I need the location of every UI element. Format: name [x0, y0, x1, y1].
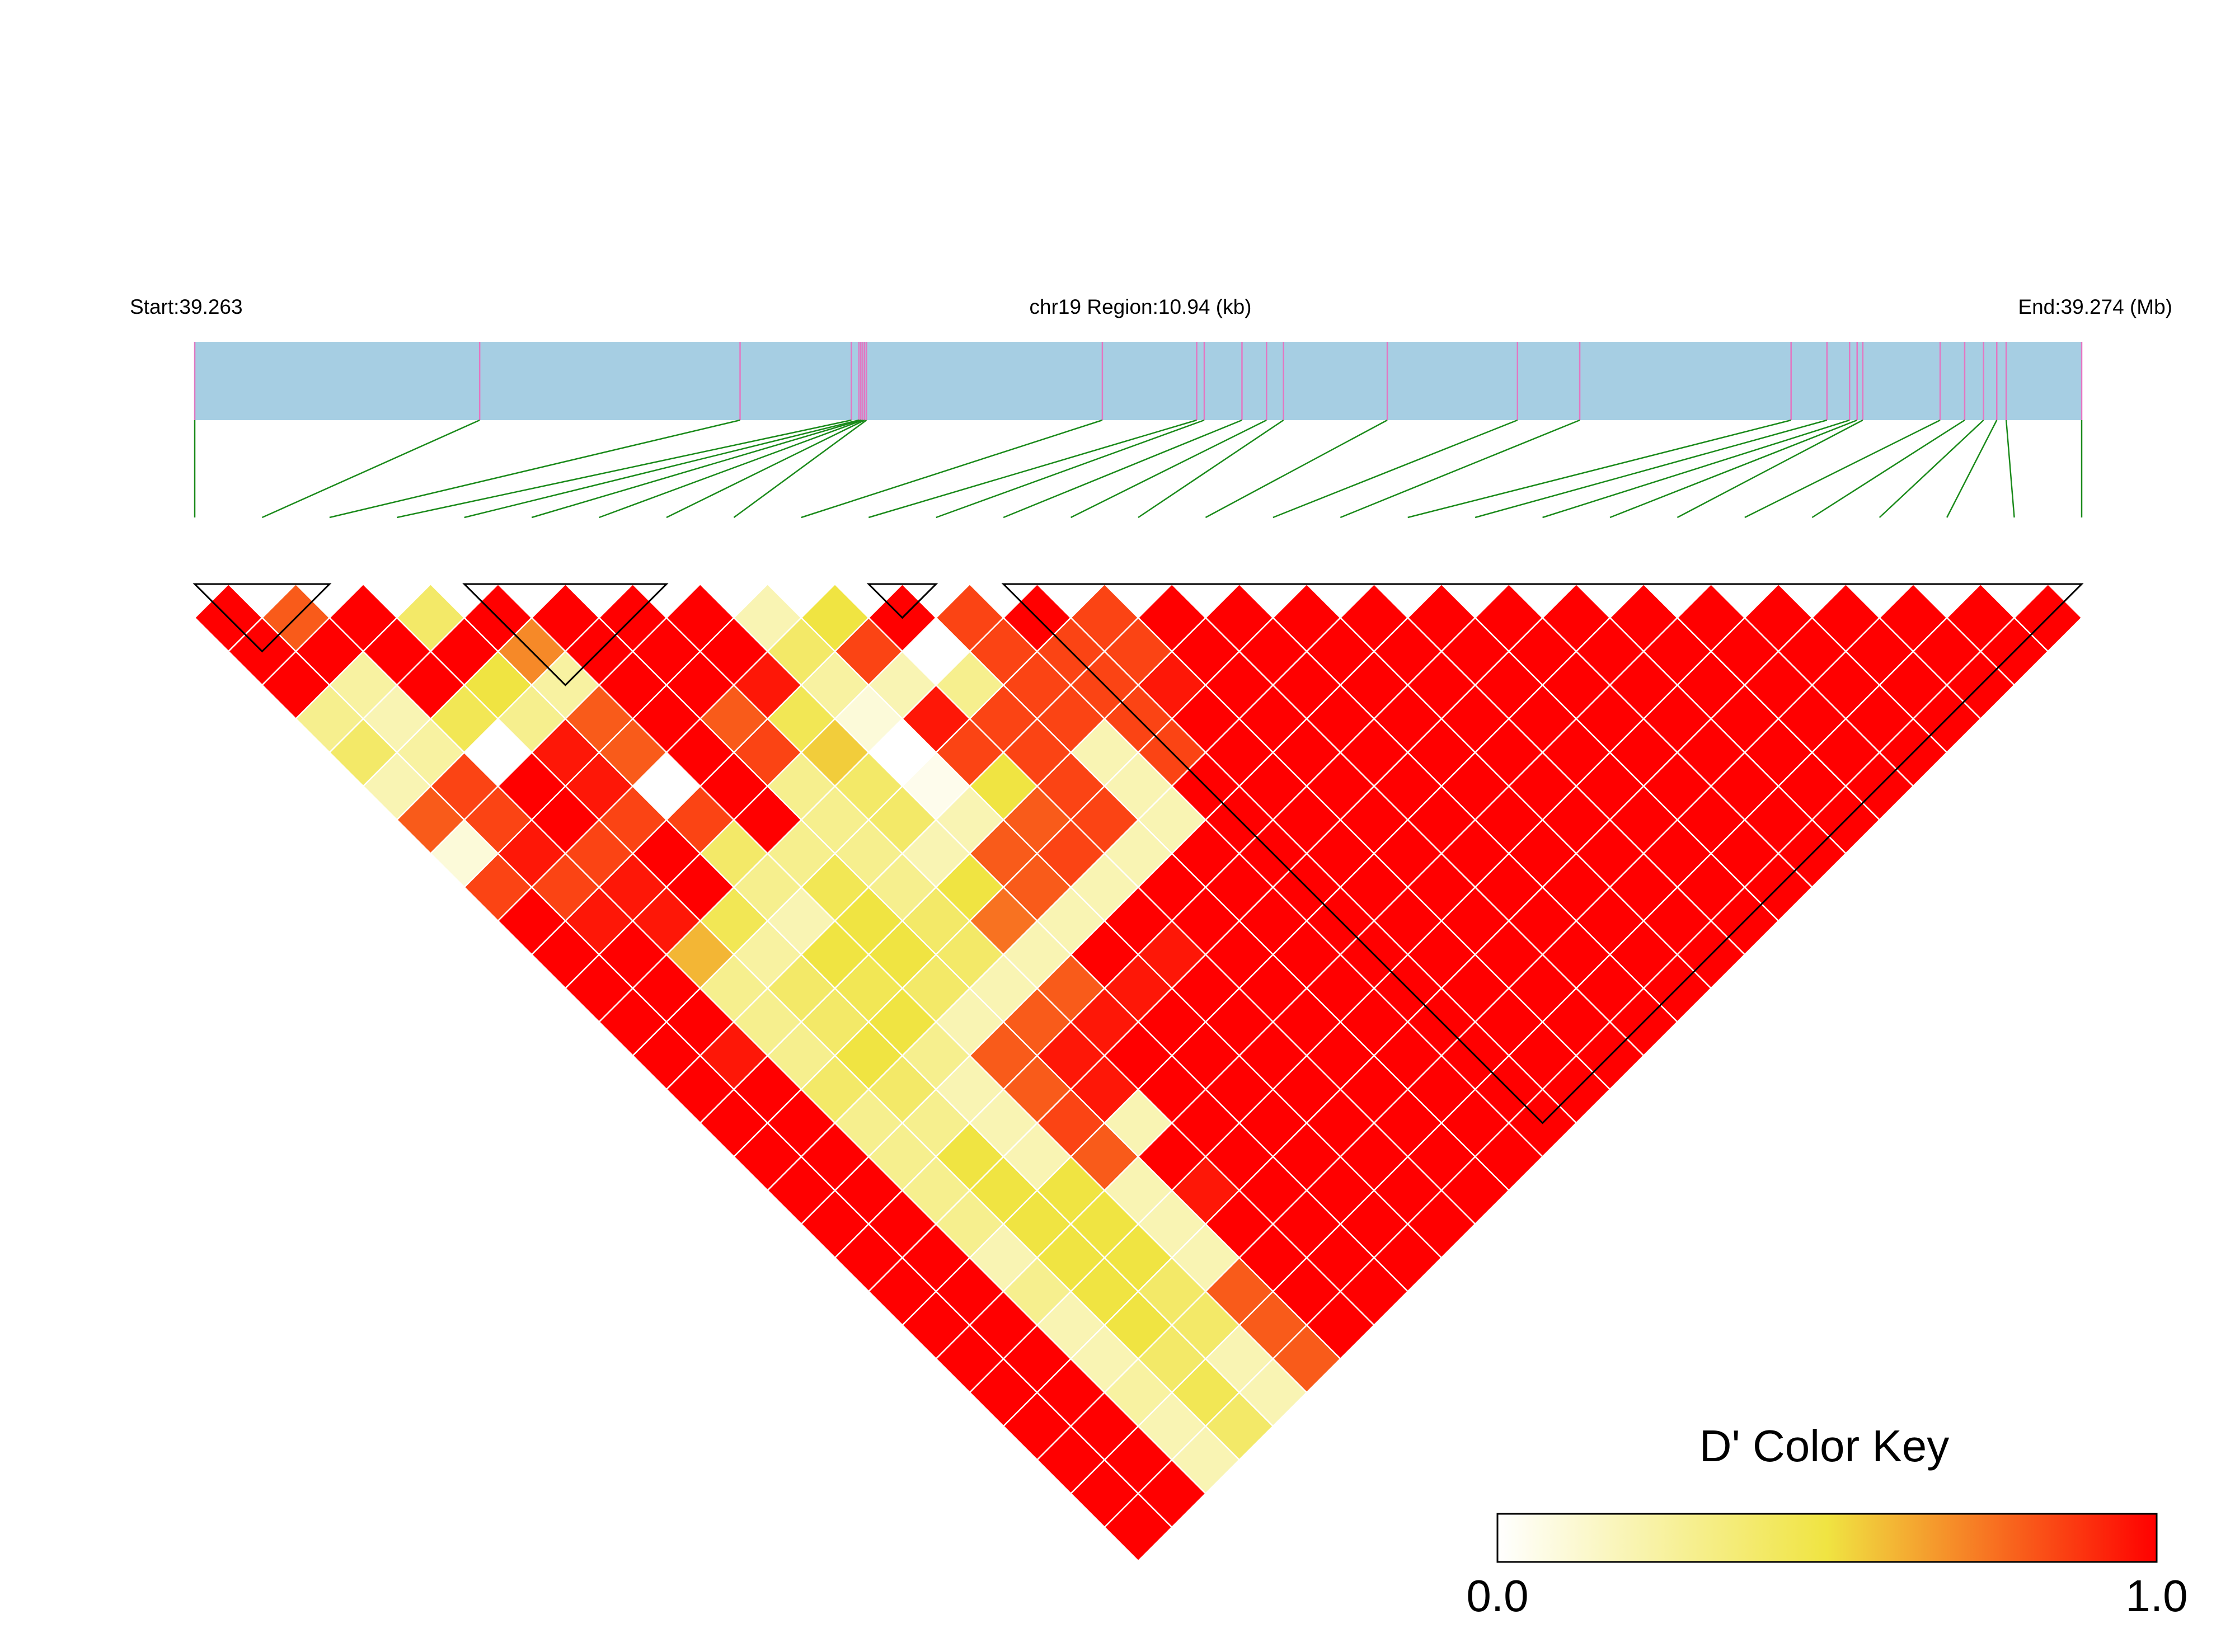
snp-connector-line — [1543, 420, 1850, 517]
snp-connector-line — [599, 420, 863, 517]
snp-connector-line — [936, 420, 1204, 517]
gene-track — [195, 342, 2082, 420]
snp-connectors — [195, 420, 2082, 517]
region-label: chr19 Region:10.94 (kb) — [1030, 295, 1252, 318]
end-label: End:39.274 (Mb) — [2018, 295, 2172, 318]
snp-connector-line — [1273, 420, 1518, 517]
snp-connector-line — [1003, 420, 1242, 517]
snp-connector-line — [1880, 420, 1984, 517]
ld-cells — [195, 584, 2082, 1561]
snp-connector-line — [868, 420, 1196, 517]
color-key-min-label: 0.0 — [1466, 1571, 1528, 1621]
snp-connector-line — [330, 420, 740, 517]
color-key-title: D' Color Key — [1699, 1421, 1950, 1471]
snp-connector-line — [2006, 420, 2014, 517]
snp-connector-line — [1071, 420, 1267, 517]
start-label: Start:39.263 — [130, 295, 243, 318]
snp-connector-line — [397, 420, 851, 517]
snp-connector-line — [1947, 420, 1997, 517]
color-key-bar — [1497, 1514, 2157, 1562]
snp-connector-line — [1138, 420, 1284, 517]
snp-connector-line — [1340, 420, 1580, 517]
color-key-max-label: 1.0 — [2125, 1571, 2187, 1621]
snp-connector-line — [1205, 420, 1387, 517]
color-key: D' Color Key 0.0 1.0 — [1466, 1421, 2187, 1621]
snp-connector-line — [262, 420, 480, 517]
